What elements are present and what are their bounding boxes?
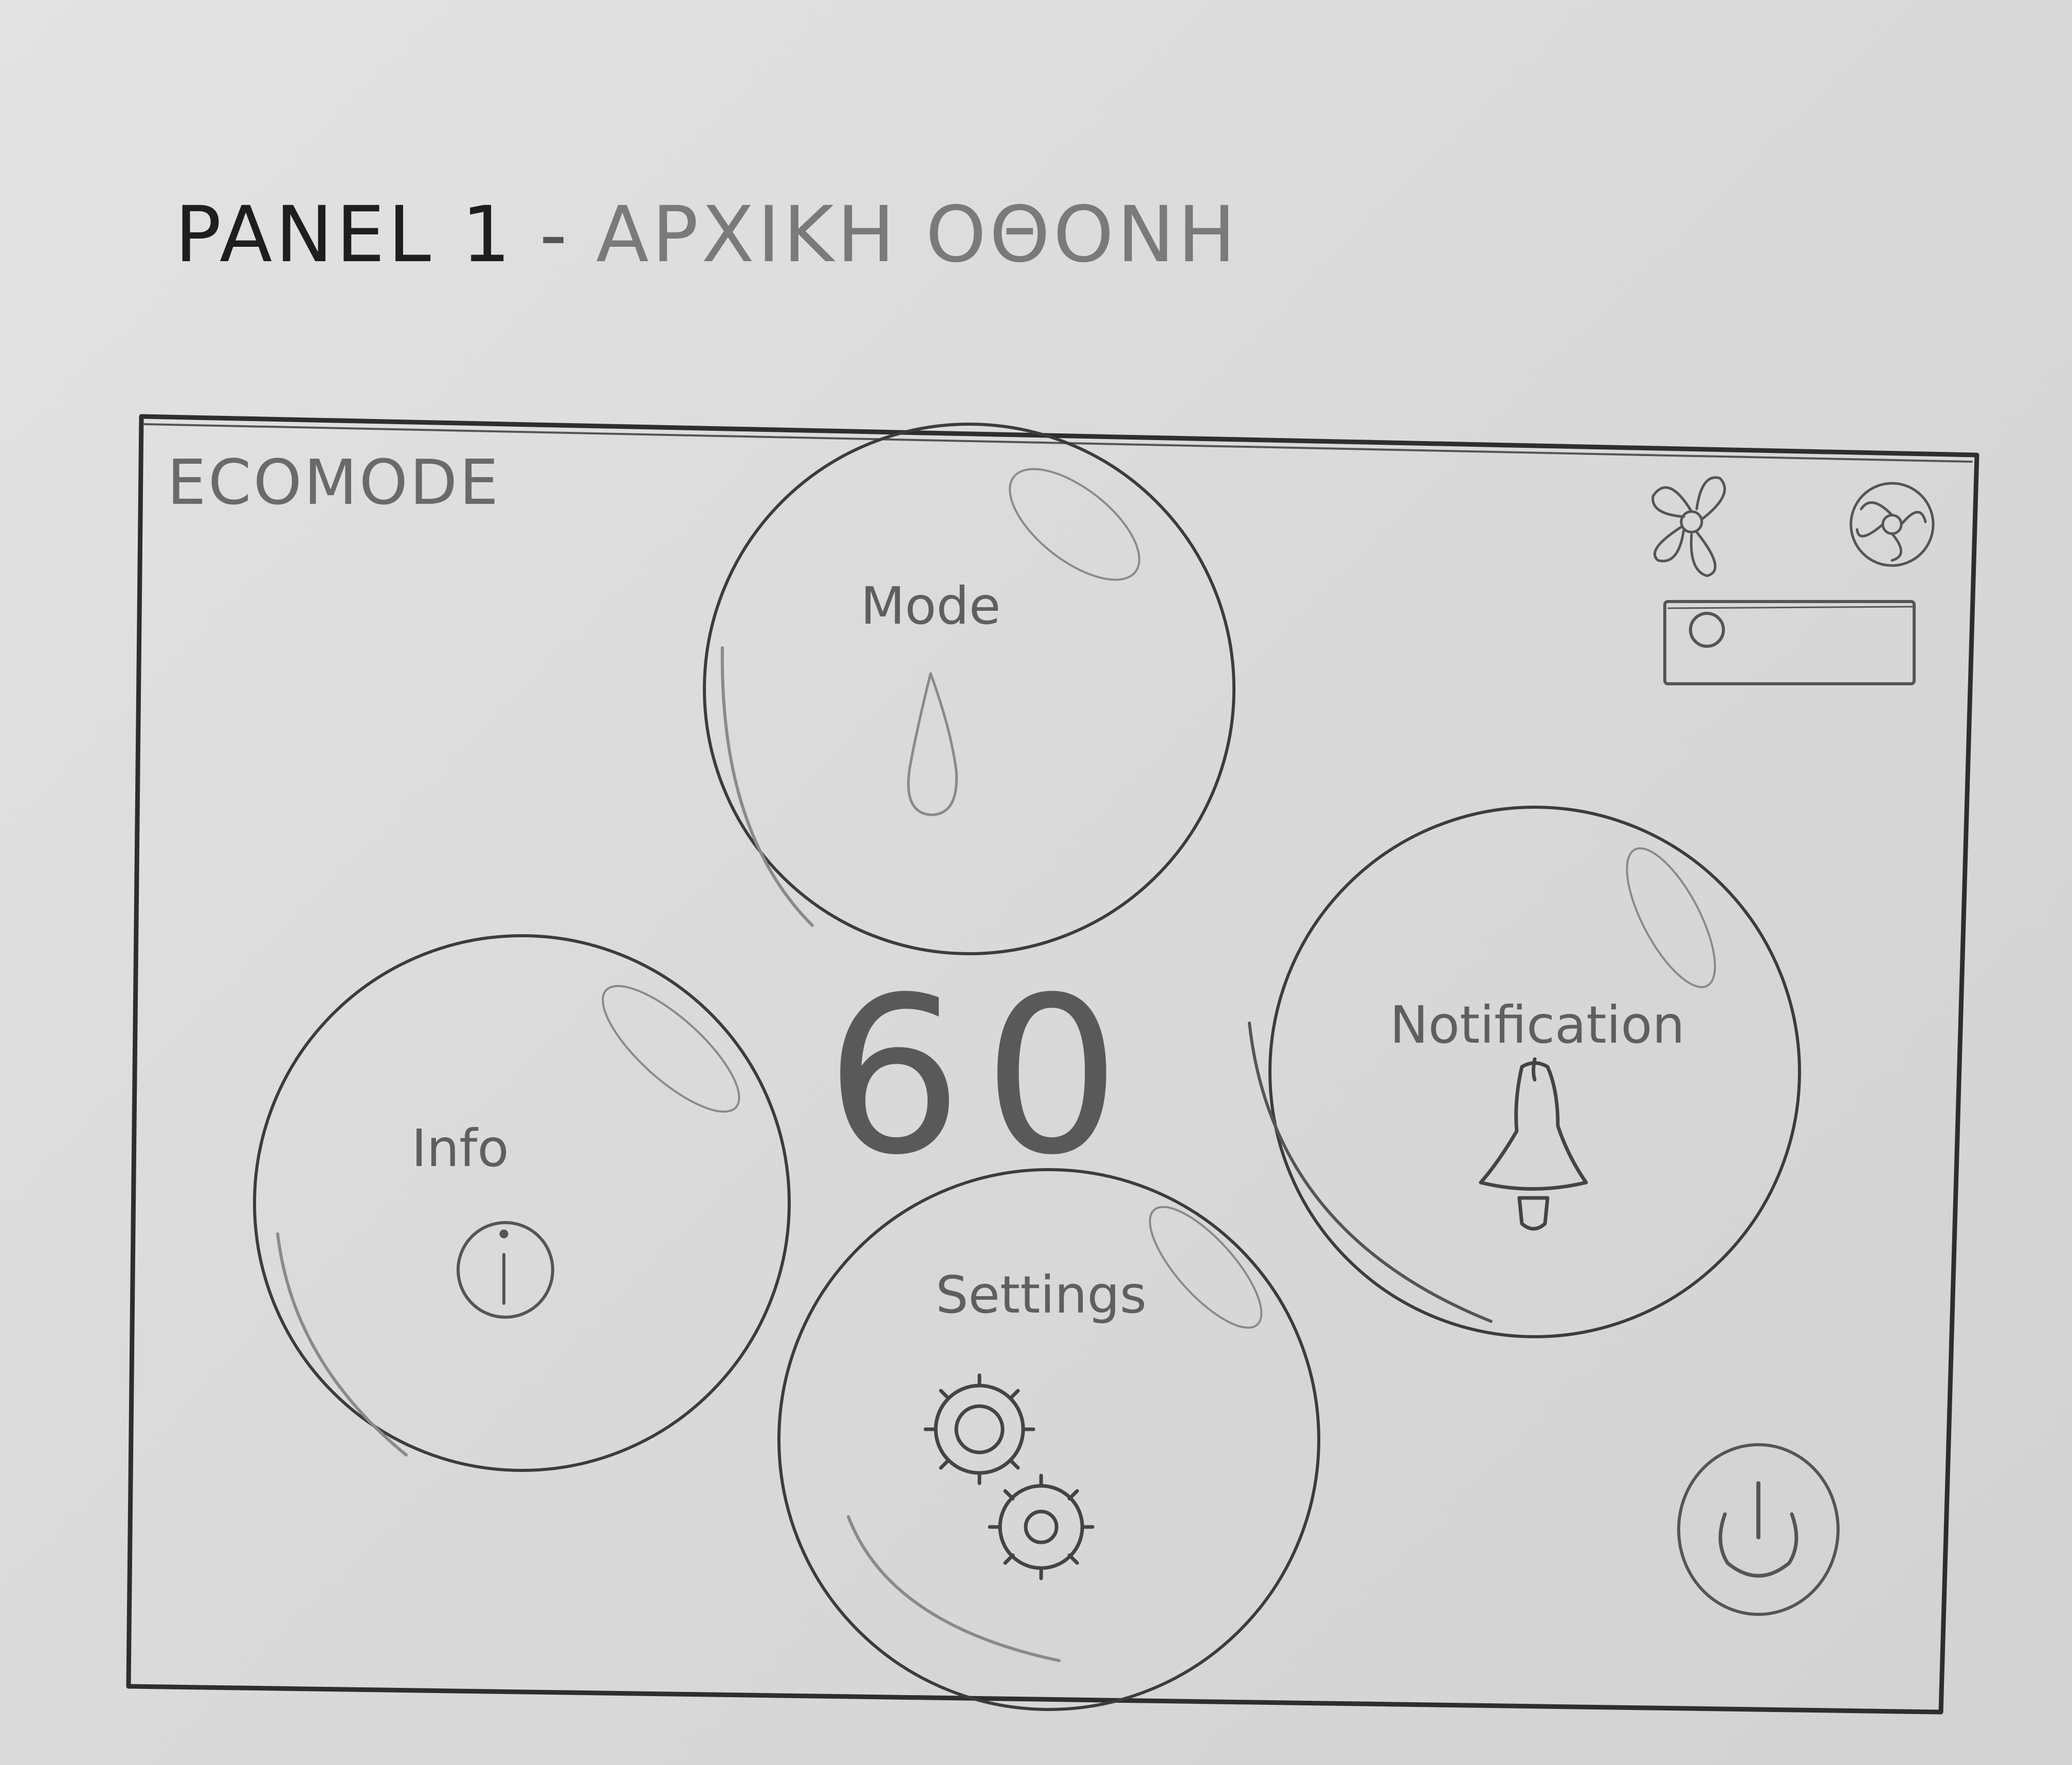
mode-button[interactable] <box>704 424 1234 954</box>
drop-icon <box>907 672 958 816</box>
eco-mode-label: ECOMODE <box>167 447 501 519</box>
notification-label: Notification <box>1390 995 1685 1055</box>
bell-icon <box>1479 1057 1588 1231</box>
settings-button[interactable] <box>779 1170 1319 1709</box>
gears-icon <box>923 1373 1095 1580</box>
fan-speed-slider <box>1663 600 1916 685</box>
panel-label: PANEL 1 <box>175 190 514 280</box>
screen-name: ΑΡΧΙΚΗ ΟΘΟΝΗ <box>596 190 1239 280</box>
info-icon <box>457 1221 554 1319</box>
screen-frame <box>126 414 1979 1715</box>
settings-label: Settings <box>935 1265 1147 1325</box>
power-toggle[interactable] <box>1679 1445 1838 1614</box>
fan-speed-slider-handle[interactable] <box>1665 602 1914 684</box>
counter-value: 60 <box>825 951 1141 1203</box>
fan-low-button[interactable] <box>1645 476 1743 573</box>
title-separator: - <box>539 190 571 280</box>
mode-label: Mode <box>860 576 1001 636</box>
power-button <box>1677 1443 1840 1616</box>
info-button[interactable] <box>255 936 789 1470</box>
notification-button[interactable] <box>1270 807 1800 1337</box>
sheet-title: PANEL 1- ΑΡΧΙΚΗ ΟΘΟΝΗ <box>175 190 1239 280</box>
fan-low-icon <box>1651 476 1726 577</box>
info-bubble <box>253 934 791 1472</box>
notification-bubble <box>1248 806 1801 1338</box>
mode-bubble <box>703 423 1235 955</box>
fan-high-icon <box>1849 482 1935 567</box>
fan-high-button[interactable] <box>1846 478 1938 571</box>
settings-bubble <box>777 1168 1320 1711</box>
info-label: Info <box>411 1118 509 1178</box>
